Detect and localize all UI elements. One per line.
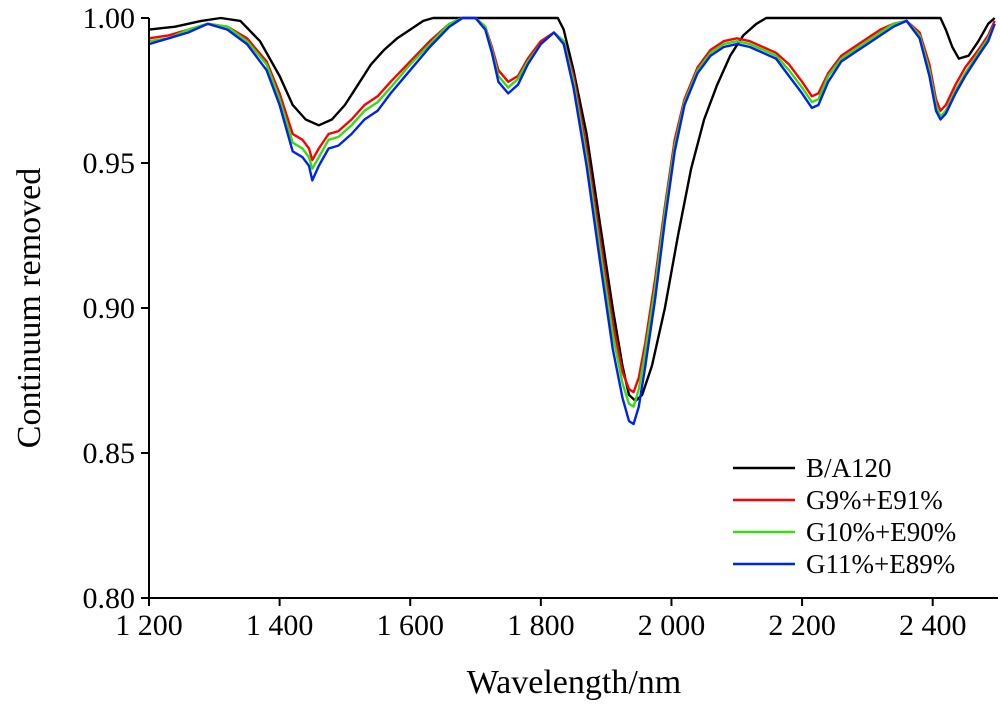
x-ticks: 1 200 1 400 1 600 1 800 2 000 2 200 2 400 xyxy=(115,598,966,642)
plot-lines xyxy=(148,16,996,426)
y-tick-label: 0.90 xyxy=(83,292,136,325)
legend-label-4: G11%+E89% xyxy=(806,549,955,579)
y-tick-label: 0.95 xyxy=(83,147,136,180)
x-tick-label: 1 600 xyxy=(376,609,444,642)
x-tick-label: 1 400 xyxy=(246,609,314,642)
legend-label-3: G10%+E90% xyxy=(806,517,956,547)
x-axis-title: Wavelength/nm xyxy=(467,664,681,701)
series-line-3 xyxy=(148,16,996,408)
x-tick-label: 1 800 xyxy=(507,609,575,642)
series-line-2 xyxy=(148,16,996,394)
x-tick-label: 2 000 xyxy=(638,609,706,642)
y-axis-title: Continuum removed xyxy=(11,168,48,448)
series-line-1 xyxy=(148,16,996,402)
x-tick-label: 2 200 xyxy=(768,609,836,642)
y-ticks: 0.80 0.85 0.90 0.95 1.00 xyxy=(83,2,149,615)
legend-label-2: G9%+E91% xyxy=(806,485,943,515)
series-line-4 xyxy=(148,16,996,426)
y-tick-label: 0.85 xyxy=(83,437,136,470)
y-tick-label: 1.00 xyxy=(83,2,136,35)
x-tick-label: 2 400 xyxy=(899,609,967,642)
y-tick-label: 0.80 xyxy=(83,582,136,615)
x-tick-label: 1 200 xyxy=(115,609,183,642)
legend-label-1: B/A120 xyxy=(806,453,892,483)
